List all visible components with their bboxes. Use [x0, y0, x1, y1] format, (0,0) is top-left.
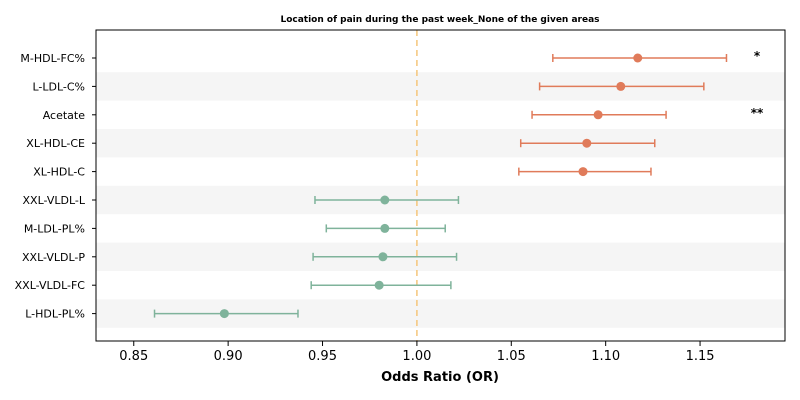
or-point	[378, 252, 388, 262]
forest-row: XXL-VLDL-P	[22, 251, 458, 264]
x-axis: 0.85 0.90 0.95 1.00 1.05 1.10 1.15	[119, 341, 715, 364]
x-tick-label: 0.90	[214, 349, 243, 364]
row-label: Acetate	[43, 109, 86, 122]
row-label: XXL-VLDL-P	[22, 251, 85, 264]
row-label: M-LDL-PL%	[24, 222, 85, 235]
or-point	[219, 309, 229, 319]
forest-row: XXL-VLDL-L	[23, 194, 460, 207]
forest-row: L-LDL-C%	[32, 80, 705, 93]
significance-marker: *	[754, 49, 761, 63]
row-label: M-HDL-FC%	[20, 52, 85, 65]
x-tick-label: 0.85	[119, 349, 148, 364]
forest-row: Acetate **	[43, 106, 764, 122]
or-point	[633, 53, 643, 63]
row-label: XL-HDL-CE	[26, 137, 85, 150]
x-axis-label: Odds Ratio (OR)	[381, 370, 499, 385]
forest-row: L-HDL-PL%	[25, 308, 299, 321]
forest-row: XL-HDL-C	[33, 166, 652, 179]
row-label: L-LDL-C%	[32, 80, 85, 93]
row-label: XXL-VLDL-FC	[15, 279, 86, 292]
x-tick-label: 1.00	[402, 349, 431, 364]
data-rows: M-HDL-FC% * L-LDL-C% Acetate ** XL-HDL-CE XL-H…	[15, 49, 764, 321]
row-label: XL-HDL-C	[33, 166, 85, 179]
chart-title: Location of pain during the past week_No…	[280, 15, 599, 25]
forest-row: M-LDL-PL%	[24, 222, 446, 235]
or-point	[374, 280, 384, 290]
x-tick-label: 1.15	[686, 349, 715, 364]
x-tick-label: 1.05	[497, 349, 526, 364]
x-tick-label: 1.10	[591, 349, 620, 364]
x-tick-label: 0.95	[308, 349, 337, 364]
or-point	[593, 110, 603, 120]
or-point	[582, 138, 592, 148]
row-stripe	[96, 129, 785, 158]
or-point	[380, 223, 390, 233]
forest-row: XL-HDL-CE	[26, 137, 656, 150]
row-label: XXL-VLDL-L	[23, 194, 86, 207]
forest-row: XXL-VLDL-FC	[15, 279, 452, 292]
row-label: L-HDL-PL%	[25, 308, 85, 321]
significance-marker: **	[751, 106, 764, 120]
or-point	[380, 195, 390, 205]
forest-row: M-HDL-FC% *	[20, 49, 760, 65]
plot-frame	[95, 29, 786, 342]
or-point	[616, 81, 626, 91]
or-point	[578, 167, 588, 177]
